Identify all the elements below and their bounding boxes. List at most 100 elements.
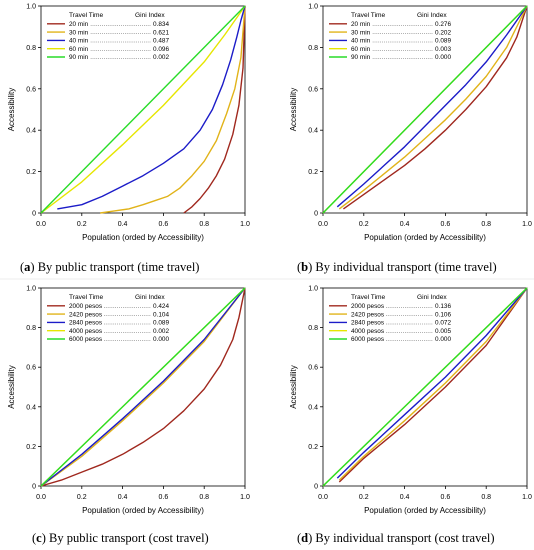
x-tick-label: 0.8 [481, 221, 491, 228]
y-tick-label: 0.2 [308, 444, 318, 451]
y-tick-label: 0.4 [308, 404, 318, 411]
x-tick-label: 0.8 [199, 494, 209, 501]
legend-entry-name: 4000 pesos [69, 328, 102, 335]
y-tick-label: 1.0 [26, 286, 36, 293]
series-line-40-min [336, 5, 528, 208]
series-line-2000-pesos [338, 287, 528, 483]
x-axis-label: Population (orded by Accessibility) [82, 506, 204, 515]
legend-entry-gini: 0.072 [435, 320, 451, 327]
x-axis-label: Population (orded by Accessibility) [82, 233, 204, 242]
legend-entry-gini: 0.106 [435, 311, 451, 318]
x-tick-label: 0.6 [159, 494, 169, 501]
legend-entry-name: 2420 pesos [69, 311, 102, 318]
y-axis-label: Accessibility [289, 88, 298, 132]
x-tick-label: 0.8 [481, 494, 491, 501]
x-tick-label: 0.4 [118, 221, 128, 228]
legend-header-value: Gini Index [417, 294, 447, 301]
legend-entry-gini: 0.487 [153, 38, 169, 45]
legend-header-value: Gini Index [135, 12, 165, 19]
legend-entry-name: 90 min [351, 54, 371, 61]
panel-caption: (b) By individual transport (time travel… [297, 260, 497, 274]
legend-entry-gini: 0.834 [153, 21, 169, 28]
y-tick-label: 0 [314, 484, 318, 491]
y-tick-label: 0.2 [308, 169, 318, 176]
legend-entry-name: 40 min [69, 38, 89, 45]
y-tick-label: 0.8 [26, 45, 36, 52]
y-tick-label: 0.8 [308, 325, 318, 332]
legend-entry-gini: 0.000 [435, 54, 451, 61]
legend-entry-name: 20 min [69, 21, 89, 28]
x-tick-label: 0.6 [441, 494, 451, 501]
x-tick-label: 0.0 [318, 494, 328, 501]
x-tick-label: 0.4 [118, 494, 128, 501]
legend-entry-gini: 0.089 [435, 38, 451, 45]
legend-entry-name: 20 min [351, 21, 371, 28]
x-tick-label: 0.8 [199, 221, 209, 228]
legend-entry-gini: 0.000 [153, 336, 169, 343]
y-tick-label: 1.0 [308, 4, 318, 11]
legend-entry-name: 2840 pesos [69, 320, 102, 327]
x-tick-label: 0.4 [400, 494, 410, 501]
y-axis-label: Accessibility [289, 365, 298, 409]
series-line-6000-pesos [40, 287, 246, 487]
legend-entry-name: 30 min [351, 29, 371, 36]
legend-header-name: Travel Time [351, 12, 386, 19]
legend-entry-name: 6000 pesos [69, 336, 102, 343]
series-line-2000-pesos [40, 287, 246, 487]
y-tick-label: 0.8 [308, 45, 318, 52]
x-tick-label: 0.2 [359, 494, 369, 501]
y-tick-label: 0 [314, 211, 318, 218]
y-tick-label: 1.0 [26, 4, 36, 11]
legend-header-name: Travel Time [351, 294, 386, 301]
legend-entry-name: 30 min [69, 29, 89, 36]
y-tick-label: 0.4 [26, 128, 36, 135]
x-axis-label: Population (orded by Accessibility) [364, 233, 486, 242]
x-tick-label: 0.0 [36, 221, 46, 228]
legend-entry-gini: 0.002 [153, 328, 169, 335]
legend-entry-name: 2000 pesos [351, 303, 384, 310]
y-tick-label: 0.6 [26, 365, 36, 372]
legend-entry-gini: 0.003 [435, 46, 451, 53]
x-tick-label: 1.0 [522, 221, 532, 228]
chart-panel-c: 0.0 0.2 0.4 0.6 0.8 1.0 0 0.2 0.4 0.6 0.8 1.0 Popula… [7, 286, 250, 546]
x-tick-label: 0.6 [159, 221, 169, 228]
series-line-30-min [338, 5, 528, 210]
plot-frame [322, 5, 528, 214]
series-line-90-min [322, 5, 528, 214]
y-tick-label: 0 [32, 484, 36, 491]
series-line-20-min [342, 5, 528, 210]
legend-entry-name: 2000 pesos [69, 303, 102, 310]
x-tick-label: 0.2 [77, 221, 87, 228]
y-tick-label: 0.6 [26, 86, 36, 93]
panel-caption: (c) By public transport (cost travel) [32, 531, 209, 545]
y-axis-label: Accessibility [7, 88, 16, 132]
series-line-2840-pesos [40, 287, 246, 487]
x-tick-label: 0.6 [441, 221, 451, 228]
y-tick-label: 0.8 [26, 325, 36, 332]
series-line-2840-pesos [336, 287, 528, 479]
legend-header-name: Travel Time [69, 294, 104, 301]
legend-entry-name: 40 min [351, 38, 371, 45]
legend-entry-gini: 0.104 [153, 311, 169, 318]
panel-caption: (a) By public transport (time travel) [20, 260, 199, 274]
plot-frame [40, 5, 246, 214]
legend-entry-gini: 0.424 [153, 303, 169, 310]
x-tick-label: 0.0 [36, 494, 46, 501]
series-line-2420-pesos [40, 287, 246, 487]
series-line-30-min [100, 5, 246, 214]
chart-panel-d: 0.0 0.2 0.4 0.6 0.8 1.0 0 0.2 0.4 0.6 0.8 1.0 Popula… [289, 286, 532, 546]
legend-entry-name: 60 min [69, 46, 89, 53]
legend-entry-gini: 0.005 [435, 328, 451, 335]
panel-caption: (d) By individual transport (cost travel… [297, 531, 495, 545]
x-axis-label: Population (orded by Accessibility) [364, 506, 486, 515]
legend-entry-gini: 0.000 [435, 336, 451, 343]
y-tick-label: 1.0 [308, 286, 318, 293]
series-line-6000-pesos [322, 287, 528, 487]
legend-entry-name: 60 min [351, 46, 371, 53]
series-line-90-min [40, 5, 246, 214]
x-tick-label: 0.2 [77, 494, 87, 501]
y-axis-label: Accessibility [7, 365, 16, 409]
chart-panel-b: 0.0 0.2 0.4 0.6 0.8 1.0 0 0.2 0.4 0.6 0.8 1.0 Popula… [289, 4, 532, 275]
series-line-20-min [183, 5, 246, 214]
plot-frame [40, 287, 246, 487]
